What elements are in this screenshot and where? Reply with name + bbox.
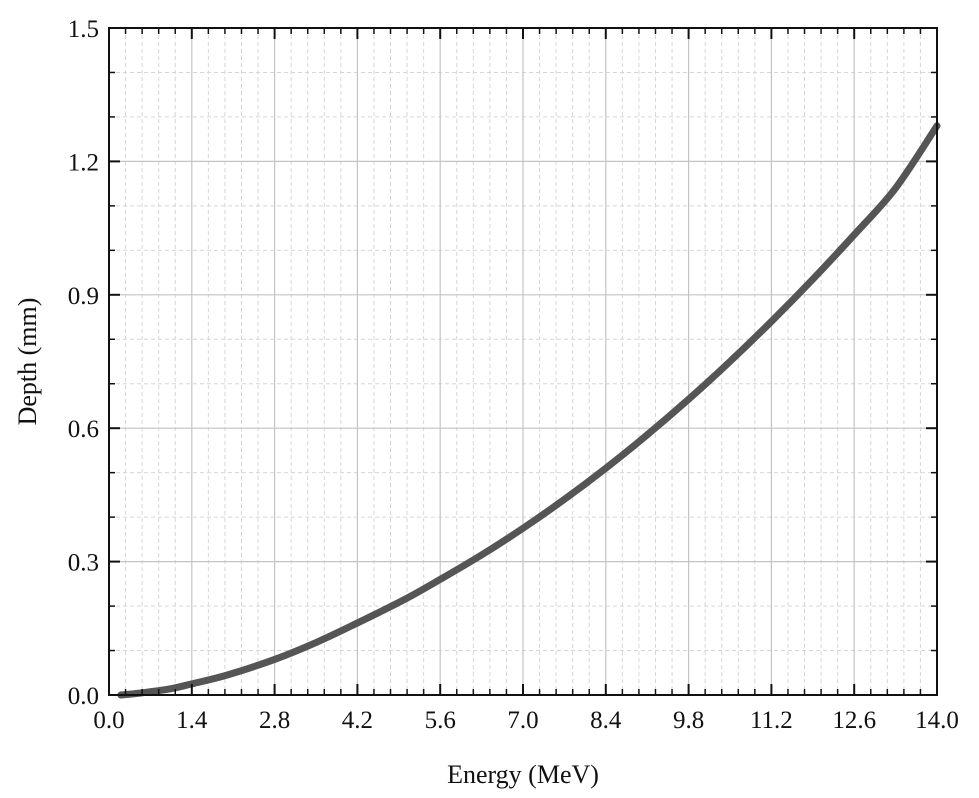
series-layer <box>117 122 941 699</box>
y-tick-label: 1.2 <box>68 149 99 176</box>
y-tick-label: 1.5 <box>68 16 99 43</box>
tick-labels: 0.0 1.4 2.8 4.2 5.6 7.0 8.4 9.8 11.2 12.6 14.0 0.0 0… <box>68 16 959 734</box>
x-tick-label: 7.0 <box>507 707 538 734</box>
x-tick-label: 5.6 <box>425 707 456 734</box>
x-tick-label: 8.4 <box>590 707 622 734</box>
x-tick-label: 0.0 <box>93 707 124 734</box>
x-tick-label: 1.4 <box>176 707 208 734</box>
y-axis-label: Depth (mm) <box>13 298 42 426</box>
ticks <box>108 27 938 696</box>
x-tick-label: 2.8 <box>259 707 290 734</box>
x-tick-label: 14.0 <box>915 707 959 734</box>
y-tick-label: 0.0 <box>68 683 99 710</box>
x-tick-label: 12.6 <box>832 707 876 734</box>
x-tick-label: 9.8 <box>673 707 704 734</box>
y-tick-label: 0.6 <box>68 416 99 443</box>
x-axis-label: Energy (MeV) <box>447 760 599 789</box>
x-tick-label: 11.2 <box>750 707 793 734</box>
y-tick-label: 0.3 <box>68 550 99 577</box>
x-tick-label: 4.2 <box>342 707 373 734</box>
series-line <box>117 122 941 699</box>
grid <box>108 27 938 696</box>
y-tick-label: 0.9 <box>68 283 99 310</box>
